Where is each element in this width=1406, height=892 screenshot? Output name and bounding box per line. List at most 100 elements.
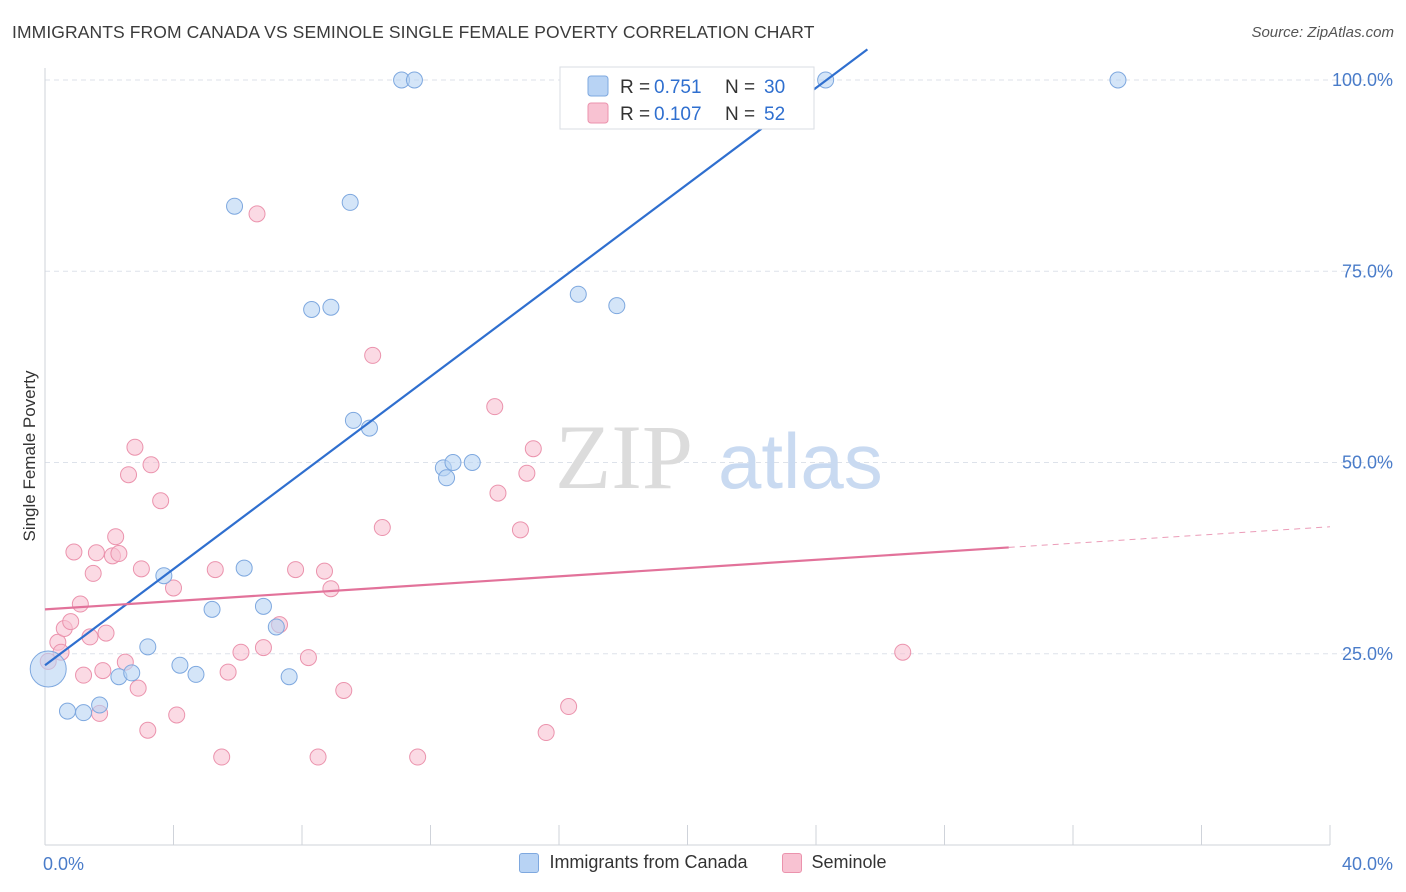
x-tick-label-1: 40.0% bbox=[1342, 854, 1393, 874]
seminole-point-31 bbox=[248, 205, 266, 223]
series-legend: Immigrants from Canada Seminole bbox=[0, 852, 1406, 873]
legend-item-seminole: Seminole bbox=[781, 852, 887, 873]
seminole-point-40 bbox=[364, 346, 382, 364]
seminole-point-10 bbox=[87, 544, 105, 562]
canada-point-15 bbox=[280, 668, 298, 686]
stats-legend-swatch-seminole bbox=[587, 102, 609, 124]
seminole-point-19 bbox=[126, 438, 144, 456]
seminole-point-23 bbox=[142, 456, 160, 474]
stats-r-label-seminole: R = bbox=[620, 104, 650, 125]
y-tick-label-3: 100.0% bbox=[1332, 70, 1393, 90]
trend-line-seminole bbox=[44, 546, 1009, 611]
canada-point-1 bbox=[58, 702, 76, 720]
stats-legend-swatch-canada bbox=[587, 75, 609, 97]
tick-labels: 25.0% 50.0% 75.0% 100.0% 0.0% 40.0% bbox=[43, 70, 1393, 874]
y-tick-label-2: 75.0% bbox=[1342, 261, 1393, 281]
legend-swatch-seminole bbox=[781, 852, 802, 873]
canada-point-3 bbox=[91, 696, 109, 714]
series-canada bbox=[29, 71, 1127, 722]
canada-point-28 bbox=[608, 297, 626, 315]
seminole-point-27 bbox=[206, 561, 224, 579]
stats-n-value-canada: 30 bbox=[764, 77, 785, 98]
seminole-point-15 bbox=[107, 528, 125, 546]
stats-n-label-seminole: N = bbox=[725, 104, 755, 125]
canada-point-19 bbox=[344, 411, 362, 429]
stats-r-label-canada: R = bbox=[620, 77, 650, 98]
seminole-point-25 bbox=[165, 579, 182, 597]
seminole-point-29 bbox=[219, 663, 237, 681]
seminole-point-20 bbox=[129, 679, 147, 697]
canada-point-13 bbox=[254, 597, 272, 615]
seminole-point-44 bbox=[489, 484, 507, 502]
canada-point-30 bbox=[1109, 71, 1127, 89]
seminole-point-37 bbox=[315, 562, 333, 580]
axes bbox=[44, 68, 1331, 846]
seminole-point-12 bbox=[94, 662, 112, 680]
seminole-point-43 bbox=[486, 398, 504, 416]
legend-label-canada: Immigrants from Canada bbox=[549, 852, 748, 872]
seminole-point-42 bbox=[409, 748, 427, 766]
seminole-point-22 bbox=[139, 721, 157, 739]
seminole-point-48 bbox=[537, 724, 555, 742]
chart-title: IMMIGRANTS FROM CANADA VS SEMINOLE SINGL… bbox=[12, 22, 815, 42]
canada-point-6 bbox=[139, 638, 157, 656]
source-note: Source: ZipAtlas.com bbox=[1251, 24, 1394, 41]
y-axis-label: Single Female Poverty bbox=[20, 370, 39, 542]
stats-legend: R = 0.751 N = 30 R = 0.107 N = 52 bbox=[559, 66, 815, 130]
seminole-point-49 bbox=[560, 698, 578, 716]
seminole-point-36 bbox=[309, 748, 327, 766]
y-tick-label-0: 25.0% bbox=[1342, 644, 1393, 664]
stats-r-value-seminole: 0.107 bbox=[654, 104, 702, 125]
seminole-point-32 bbox=[254, 639, 272, 657]
seminole-point-5 bbox=[65, 543, 83, 561]
canada-point-5 bbox=[123, 664, 141, 682]
stats-n-value-seminole: 52 bbox=[764, 104, 785, 125]
seminole-point-16 bbox=[110, 545, 128, 563]
canada-point-26 bbox=[463, 454, 481, 471]
trend-lines bbox=[44, 48, 1331, 667]
seminole-point-30 bbox=[232, 643, 250, 661]
legend-label-seminole: Seminole bbox=[811, 852, 887, 872]
x-tick-label-0: 0.0% bbox=[43, 854, 84, 874]
canada-point-11 bbox=[226, 197, 244, 215]
trend-line-seminole-extension bbox=[1008, 526, 1331, 548]
legend-swatch-canada bbox=[519, 852, 540, 873]
seminole-point-45 bbox=[511, 521, 529, 539]
seminole-point-38 bbox=[322, 580, 340, 598]
seminole-point-28 bbox=[213, 748, 231, 766]
stats-r-value-canada: 0.751 bbox=[654, 77, 702, 98]
canada-point-27 bbox=[569, 285, 587, 303]
watermark-zip: ZIP bbox=[555, 406, 693, 508]
seminole-point-13 bbox=[97, 624, 115, 642]
canada-point-17 bbox=[322, 298, 340, 316]
canada-point-12 bbox=[235, 559, 253, 577]
seminole-point-4 bbox=[62, 613, 80, 631]
y-tick-label-1: 50.0% bbox=[1342, 453, 1393, 473]
trend-line-canada bbox=[44, 48, 869, 667]
seminole-point-41 bbox=[373, 519, 391, 537]
seminole-point-47 bbox=[524, 440, 542, 458]
canada-point-25 bbox=[444, 454, 462, 471]
canada-point-9 bbox=[187, 665, 205, 683]
series-seminole bbox=[39, 205, 912, 766]
seminole-point-39 bbox=[335, 681, 353, 699]
canada-point-10 bbox=[203, 600, 221, 618]
seminole-point-34 bbox=[287, 561, 305, 579]
canada-point-18 bbox=[341, 193, 359, 211]
canada-point-24 bbox=[438, 469, 456, 487]
seminole-point-46 bbox=[518, 464, 536, 482]
canada-point-2 bbox=[75, 704, 93, 722]
watermark-atlas: atlas bbox=[718, 417, 883, 505]
canada-point-0 bbox=[29, 650, 67, 688]
seminole-point-21 bbox=[132, 560, 150, 578]
seminole-point-50 bbox=[894, 643, 912, 661]
seminole-point-6 bbox=[71, 595, 89, 613]
seminole-point-18 bbox=[120, 466, 138, 484]
stats-n-label-canada: N = bbox=[725, 77, 755, 98]
seminole-point-24 bbox=[152, 492, 170, 510]
canada-point-16 bbox=[303, 301, 321, 318]
canada-point-22 bbox=[405, 71, 423, 89]
seminole-point-9 bbox=[84, 564, 102, 582]
canada-point-14 bbox=[267, 618, 285, 636]
